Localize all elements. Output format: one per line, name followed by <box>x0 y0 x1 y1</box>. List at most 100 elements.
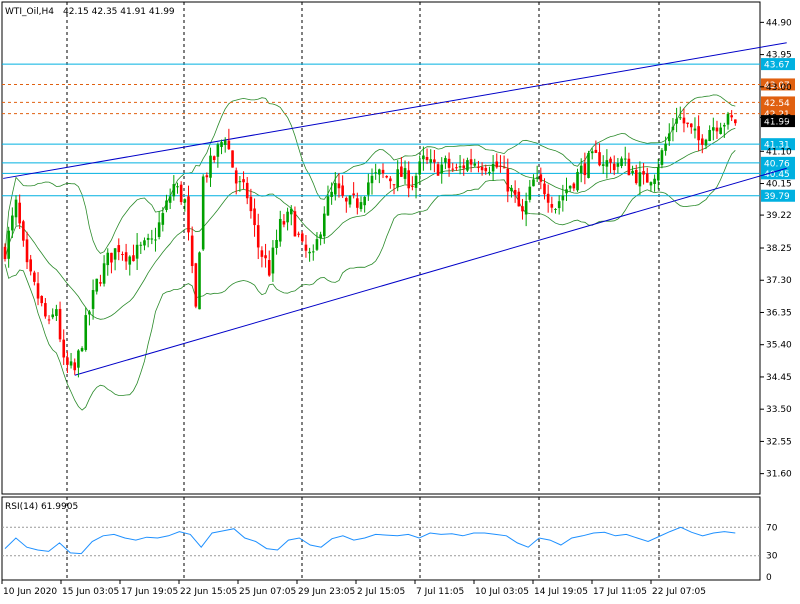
candle <box>653 174 656 192</box>
candle <box>675 107 678 133</box>
candle-body <box>634 169 638 184</box>
level-tag-label: 40.45 <box>764 170 790 180</box>
y-tick-label: 44.90 <box>766 18 792 28</box>
candle-body <box>708 129 711 141</box>
candle <box>77 349 80 378</box>
candle-body <box>473 163 477 166</box>
candle <box>517 188 521 207</box>
candle-body <box>209 155 212 178</box>
candle-body <box>631 170 634 174</box>
candle-body <box>73 362 77 371</box>
candle <box>271 240 275 282</box>
candle-body <box>480 167 484 171</box>
candle <box>712 117 715 141</box>
candle <box>389 176 392 189</box>
candle-body <box>616 163 620 167</box>
candle-body <box>293 211 297 237</box>
candle-body <box>245 182 249 199</box>
candle-body <box>231 150 234 168</box>
candle-body <box>671 126 675 131</box>
candle-body <box>253 208 256 226</box>
candle-body <box>400 166 403 177</box>
candle <box>245 176 249 205</box>
candle <box>99 274 102 287</box>
candle <box>242 171 245 190</box>
candle-body <box>77 350 80 368</box>
y-tick-label: 41.10 <box>766 147 792 157</box>
candle-body <box>256 225 260 248</box>
candle <box>330 182 333 205</box>
candle-body <box>678 117 682 119</box>
candle-body <box>517 191 521 207</box>
candle-body <box>587 153 590 178</box>
candle-body <box>484 167 488 172</box>
candle-body <box>334 182 337 195</box>
candle <box>66 351 69 373</box>
candle <box>701 134 704 154</box>
candle-body <box>121 254 124 256</box>
candle-body <box>113 248 117 260</box>
candle <box>447 152 451 177</box>
candle <box>480 162 484 176</box>
candle-body <box>315 239 319 250</box>
rsi-line <box>4 526 736 555</box>
candle <box>14 195 18 226</box>
level-tag-label: 43.67 <box>764 61 790 71</box>
candle-body <box>18 202 21 224</box>
rsi-panel-frame <box>1 496 761 581</box>
candle-body <box>638 172 642 187</box>
candle <box>356 192 359 215</box>
candle <box>194 262 198 309</box>
candle <box>3 243 7 262</box>
candle-body <box>308 251 311 254</box>
candle-body <box>190 235 194 267</box>
candle <box>220 139 223 155</box>
candle-body <box>91 290 95 309</box>
candle-body <box>271 247 275 274</box>
level-tag-label: 42.54 <box>764 99 790 109</box>
level-tag-label: 39.79 <box>764 192 790 202</box>
candle-body <box>730 115 733 118</box>
symbol-header: WTI_Oil,H4 <box>5 7 54 17</box>
candle-body <box>686 122 689 124</box>
candle-body <box>128 256 132 265</box>
candle-body <box>66 357 69 365</box>
candle <box>634 164 638 185</box>
candle <box>319 231 322 246</box>
y-tick-label: 38.25 <box>766 244 792 254</box>
candle <box>645 167 649 183</box>
candle-body <box>282 221 286 225</box>
candle-body <box>656 167 660 181</box>
candle-body <box>47 319 51 321</box>
candle <box>95 278 99 295</box>
candle <box>322 206 326 244</box>
candle <box>612 155 616 176</box>
candle <box>469 148 473 173</box>
candle-body <box>704 139 708 146</box>
candle <box>267 250 271 277</box>
candle <box>587 150 590 179</box>
candle-body <box>414 175 418 188</box>
candle-body <box>444 158 447 163</box>
candle <box>11 207 14 238</box>
candle <box>697 115 700 152</box>
candle-body <box>649 182 653 186</box>
header-labels: WTI_Oil,H4 42.15 42.35 41.91 41.99 RSI(1… <box>5 7 175 512</box>
level-tag <box>761 156 795 169</box>
x-tick-label: 2 Jul 15:05 <box>357 587 405 597</box>
candle-body <box>319 234 322 239</box>
candle <box>80 346 84 353</box>
candle <box>25 231 29 270</box>
candle <box>455 163 458 171</box>
candle-body <box>524 201 528 215</box>
candle-body <box>653 178 656 184</box>
candle <box>187 185 190 241</box>
candle-body <box>590 151 594 154</box>
candle <box>113 248 117 271</box>
candle <box>583 152 587 185</box>
candle-body <box>392 184 396 186</box>
x-tick-label: 7 Jul 11:05 <box>416 587 464 597</box>
candle-body <box>242 179 245 183</box>
candle <box>411 176 414 191</box>
